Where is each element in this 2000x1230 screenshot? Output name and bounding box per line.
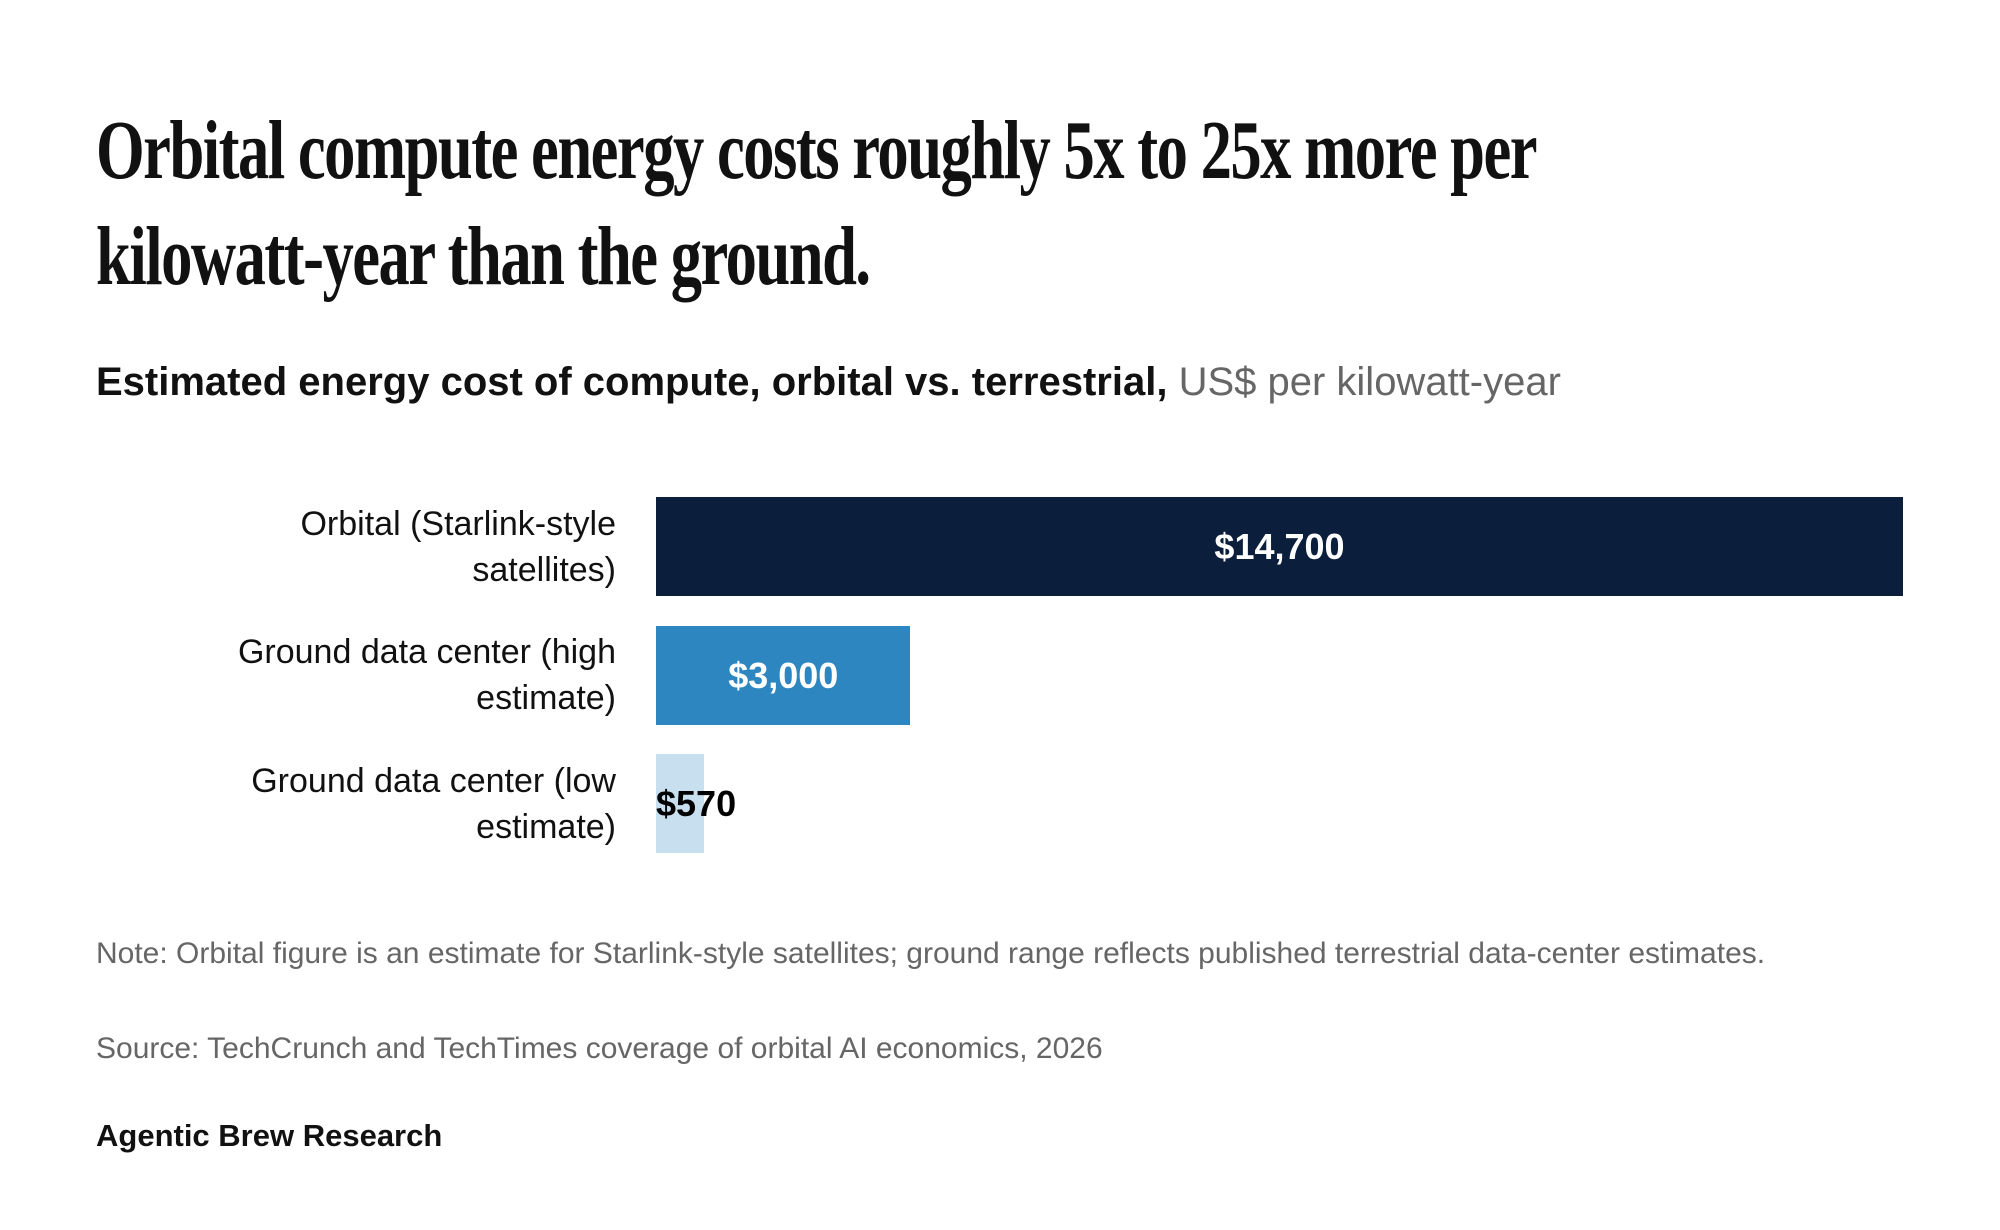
value-label: $3,000 <box>728 654 839 696</box>
bar: $3,000 <box>656 625 911 725</box>
footer: Agentic Brew Research <box>96 1118 443 1153</box>
note: Note: Orbital figure is an estimate for … <box>96 937 1766 970</box>
source: Source: TechCrunch and TechTimes coverag… <box>96 1032 1103 1065</box>
bar: $14,700 <box>656 497 1903 596</box>
subtitle: Estimated energy cost of compute, orbita… <box>96 360 1168 404</box>
value-label: $14,700 <box>1214 526 1345 567</box>
category-label: Ground data center (high estimate) <box>237 633 616 717</box>
subtitle-row: Estimated energy cost of compute, orbita… <box>96 360 1561 405</box>
category-label: Ground data center (low estimate) <box>251 761 616 846</box>
category-label: Orbital (Starlink-style satellites) <box>300 504 616 589</box>
unit-label: US$ per kilowatt-year <box>1178 360 1561 404</box>
chart-title: Orbital compute energy costs roughly 5x … <box>96 104 1536 303</box>
bar: $570 <box>656 754 737 853</box>
value-label: $570 <box>656 783 737 824</box>
